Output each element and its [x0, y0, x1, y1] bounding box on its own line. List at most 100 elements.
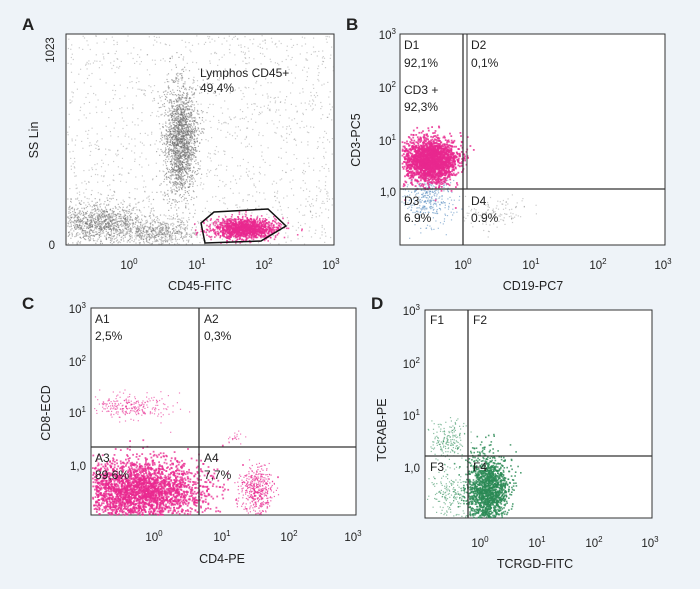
- event-dot: [67, 235, 69, 237]
- event-dot: [164, 195, 166, 197]
- event-dot: [118, 226, 120, 229]
- event-dot: [83, 170, 85, 172]
- event-dot: [84, 238, 86, 240]
- event-dot: [178, 127, 180, 129]
- event-dot: [163, 233, 165, 235]
- event-dot: [116, 236, 118, 238]
- event-dot: [101, 232, 103, 234]
- event-dot: [129, 211, 131, 213]
- event-dot: [232, 192, 234, 194]
- event-dot: [166, 232, 168, 234]
- event-dot: [182, 109, 185, 111]
- event-dot: [183, 222, 185, 224]
- event-dot: [174, 174, 176, 176]
- event-dot: [216, 168, 218, 170]
- event-dot: [176, 221, 178, 223]
- event-dot: [279, 91, 281, 93]
- event-dot: [104, 227, 106, 229]
- event-dot: [285, 71, 287, 73]
- event-dot: [182, 114, 184, 116]
- event-dot: [70, 229, 72, 231]
- event-dot: [184, 115, 186, 117]
- event-dot: [152, 100, 154, 102]
- event-dot: [145, 238, 147, 240]
- event-dot: [196, 196, 198, 198]
- event-dot: [211, 71, 213, 73]
- event-dot: [203, 128, 205, 130]
- event-dot: [172, 118, 174, 120]
- event-dot: [174, 108, 176, 111]
- event-dot: [167, 230, 169, 232]
- event-dot: [99, 200, 101, 202]
- event-dot: [320, 118, 322, 120]
- event-dot: [214, 174, 216, 176]
- event-dot: [179, 116, 182, 118]
- event-dot: [302, 171, 304, 174]
- event-dot: [210, 126, 212, 129]
- event-dot: [253, 173, 255, 175]
- event-dot: [325, 163, 327, 166]
- event-dot: [176, 139, 178, 141]
- event-dot: [195, 163, 197, 165]
- event-dot: [101, 224, 103, 226]
- event-dot: [171, 116, 173, 118]
- event-dot: [148, 227, 150, 229]
- event-dot: [152, 224, 154, 226]
- event-dot: [142, 230, 144, 233]
- event-dot: [113, 39, 115, 42]
- event-dot: [123, 240, 125, 242]
- event-dot: [68, 211, 70, 213]
- event-dot: [80, 220, 82, 222]
- event-dot: [98, 145, 100, 147]
- event-dot: [189, 137, 191, 139]
- event-dot: [174, 133, 176, 135]
- event-dot: [201, 89, 203, 91]
- event-dot: [151, 59, 154, 61]
- event-dot: [238, 192, 240, 194]
- event-dot: [188, 89, 190, 91]
- event-dot: [180, 182, 182, 185]
- event-dot: [324, 188, 326, 190]
- event-dot: [196, 185, 198, 187]
- event-dot: [188, 134, 190, 136]
- event-dot: [211, 38, 213, 40]
- event-dot: [275, 109, 278, 111]
- event-dot: [158, 232, 160, 234]
- event-dot: [182, 83, 184, 85]
- event-dot: [218, 119, 220, 121]
- event-dot: [121, 167, 123, 169]
- event-dot: [108, 203, 110, 205]
- event-dot: [171, 101, 173, 103]
- event-dot: [126, 212, 128, 214]
- event-dot: [67, 242, 69, 245]
- event-dot: [121, 117, 123, 119]
- event-dot: [179, 218, 181, 221]
- event-dot: [168, 134, 170, 136]
- event-dot: [153, 237, 155, 239]
- event-dot: [183, 150, 185, 152]
- event-dot: [90, 238, 92, 240]
- event-dot: [191, 158, 193, 160]
- event-dot: [181, 69, 183, 71]
- event-dot: [310, 105, 312, 107]
- event-dot: [142, 238, 145, 240]
- event-dot: [113, 227, 115, 229]
- event-dot: [224, 68, 226, 70]
- event-dot: [312, 205, 314, 207]
- event-dot: [119, 98, 121, 100]
- event-dot: [201, 237, 203, 239]
- event-dot: [91, 72, 93, 75]
- event-dot: [102, 162, 104, 164]
- event-dot: [177, 177, 179, 179]
- event-dot: [121, 222, 123, 224]
- event-dot: [200, 220, 202, 222]
- event-dot: [151, 235, 153, 237]
- event-dot: [122, 220, 124, 222]
- event-dot: [86, 231, 88, 233]
- event-dot: [144, 231, 146, 234]
- event-dot: [187, 93, 189, 95]
- event-dot: [282, 126, 284, 128]
- event-dot: [101, 223, 103, 225]
- event-dot: [192, 153, 194, 155]
- event-dot: [151, 231, 153, 233]
